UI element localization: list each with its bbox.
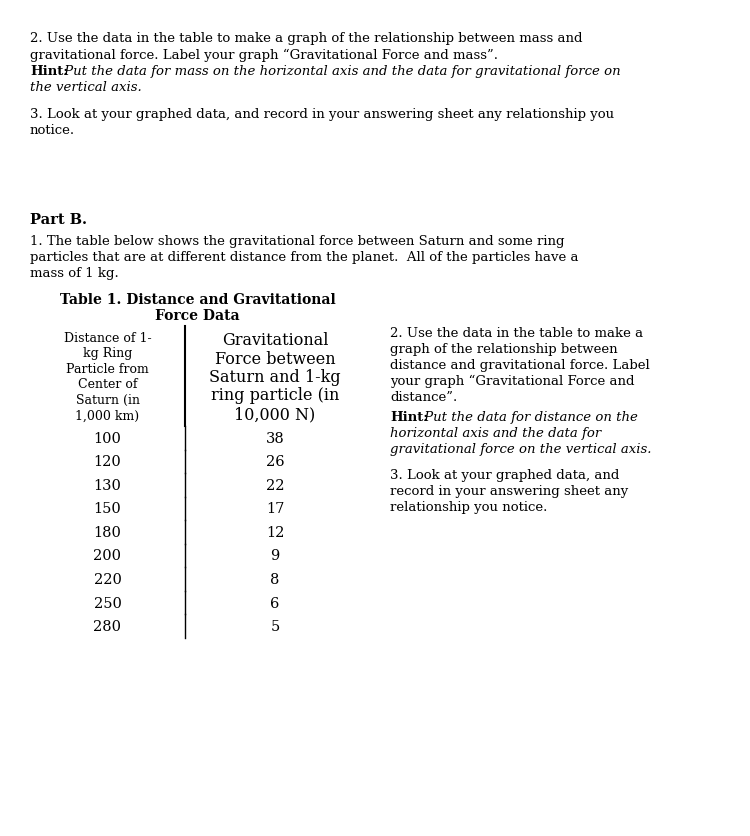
Text: kg Ring: kg Ring: [82, 347, 132, 360]
Text: relationship you notice.: relationship you notice.: [390, 501, 548, 513]
Text: Particle from: Particle from: [66, 363, 148, 375]
Text: 9: 9: [270, 549, 280, 563]
Text: gravitational force on the vertical axis.: gravitational force on the vertical axis…: [390, 442, 652, 456]
Text: 1. The table below shows the gravitational force between Saturn and some ring: 1. The table below shows the gravitation…: [30, 234, 565, 247]
Text: 130: 130: [94, 478, 122, 492]
Text: gravitational force. Label your graph “Gravitational Force and mass”.: gravitational force. Label your graph “G…: [30, 48, 498, 62]
Text: 1,000 km): 1,000 km): [76, 409, 140, 422]
Text: your graph “Gravitational Force and: your graph “Gravitational Force and: [390, 375, 634, 388]
Text: Hint:: Hint:: [30, 65, 68, 78]
Text: mass of 1 kg.: mass of 1 kg.: [30, 268, 118, 280]
Text: 220: 220: [94, 573, 122, 586]
Text: Center of: Center of: [78, 378, 137, 391]
Text: Put the data for mass on the horizontal axis and the data for gravitational forc: Put the data for mass on the horizontal …: [60, 65, 621, 78]
Text: Force between: Force between: [214, 350, 335, 367]
Text: Force Data: Force Data: [155, 308, 240, 323]
Text: 2. Use the data in the table to make a: 2. Use the data in the table to make a: [390, 327, 643, 339]
Text: 280: 280: [94, 619, 122, 633]
Text: graph of the relationship between: graph of the relationship between: [390, 343, 618, 355]
Text: distance”.: distance”.: [390, 390, 458, 404]
Text: 120: 120: [94, 455, 122, 469]
Text: particles that are at different distance from the planet.  All of the particles : particles that are at different distance…: [30, 251, 578, 263]
Text: Saturn and 1-kg: Saturn and 1-kg: [209, 369, 340, 385]
Text: 3. Look at your graphed data, and record in your answering sheet any relationshi: 3. Look at your graphed data, and record…: [30, 108, 614, 121]
Text: Put the data for distance on the: Put the data for distance on the: [420, 410, 638, 424]
Text: 180: 180: [94, 525, 122, 539]
Text: 8: 8: [270, 573, 280, 586]
Text: 38: 38: [266, 431, 284, 446]
Text: Table 1. Distance and Gravitational: Table 1. Distance and Gravitational: [59, 293, 335, 307]
Text: 250: 250: [94, 596, 122, 609]
Text: Part B.: Part B.: [30, 212, 87, 227]
Text: 22: 22: [266, 478, 284, 492]
Text: 100: 100: [94, 431, 122, 446]
Text: distance and gravitational force. Label: distance and gravitational force. Label: [390, 359, 650, 371]
Text: Hint:: Hint:: [390, 410, 428, 424]
Text: 10,000 N): 10,000 N): [234, 405, 316, 422]
Text: 6: 6: [270, 596, 280, 609]
Text: horizontal axis and the data for: horizontal axis and the data for: [390, 426, 602, 440]
Text: the vertical axis.: the vertical axis.: [30, 81, 142, 94]
Text: Saturn (in: Saturn (in: [76, 394, 140, 406]
Text: 26: 26: [266, 455, 284, 469]
Text: 3. Look at your graphed data, and: 3. Look at your graphed data, and: [390, 468, 620, 482]
Text: 200: 200: [94, 549, 122, 563]
Text: 150: 150: [94, 502, 122, 516]
Text: 12: 12: [266, 525, 284, 539]
Text: notice.: notice.: [30, 125, 75, 137]
Text: Distance of 1-: Distance of 1-: [64, 332, 152, 344]
Text: Gravitational: Gravitational: [222, 332, 328, 349]
Text: 5: 5: [270, 619, 280, 633]
Text: 2. Use the data in the table to make a graph of the relationship between mass an: 2. Use the data in the table to make a g…: [30, 32, 583, 45]
Text: record in your answering sheet any: record in your answering sheet any: [390, 484, 628, 497]
Text: 17: 17: [266, 502, 284, 516]
Text: ring particle (in: ring particle (in: [211, 387, 339, 404]
